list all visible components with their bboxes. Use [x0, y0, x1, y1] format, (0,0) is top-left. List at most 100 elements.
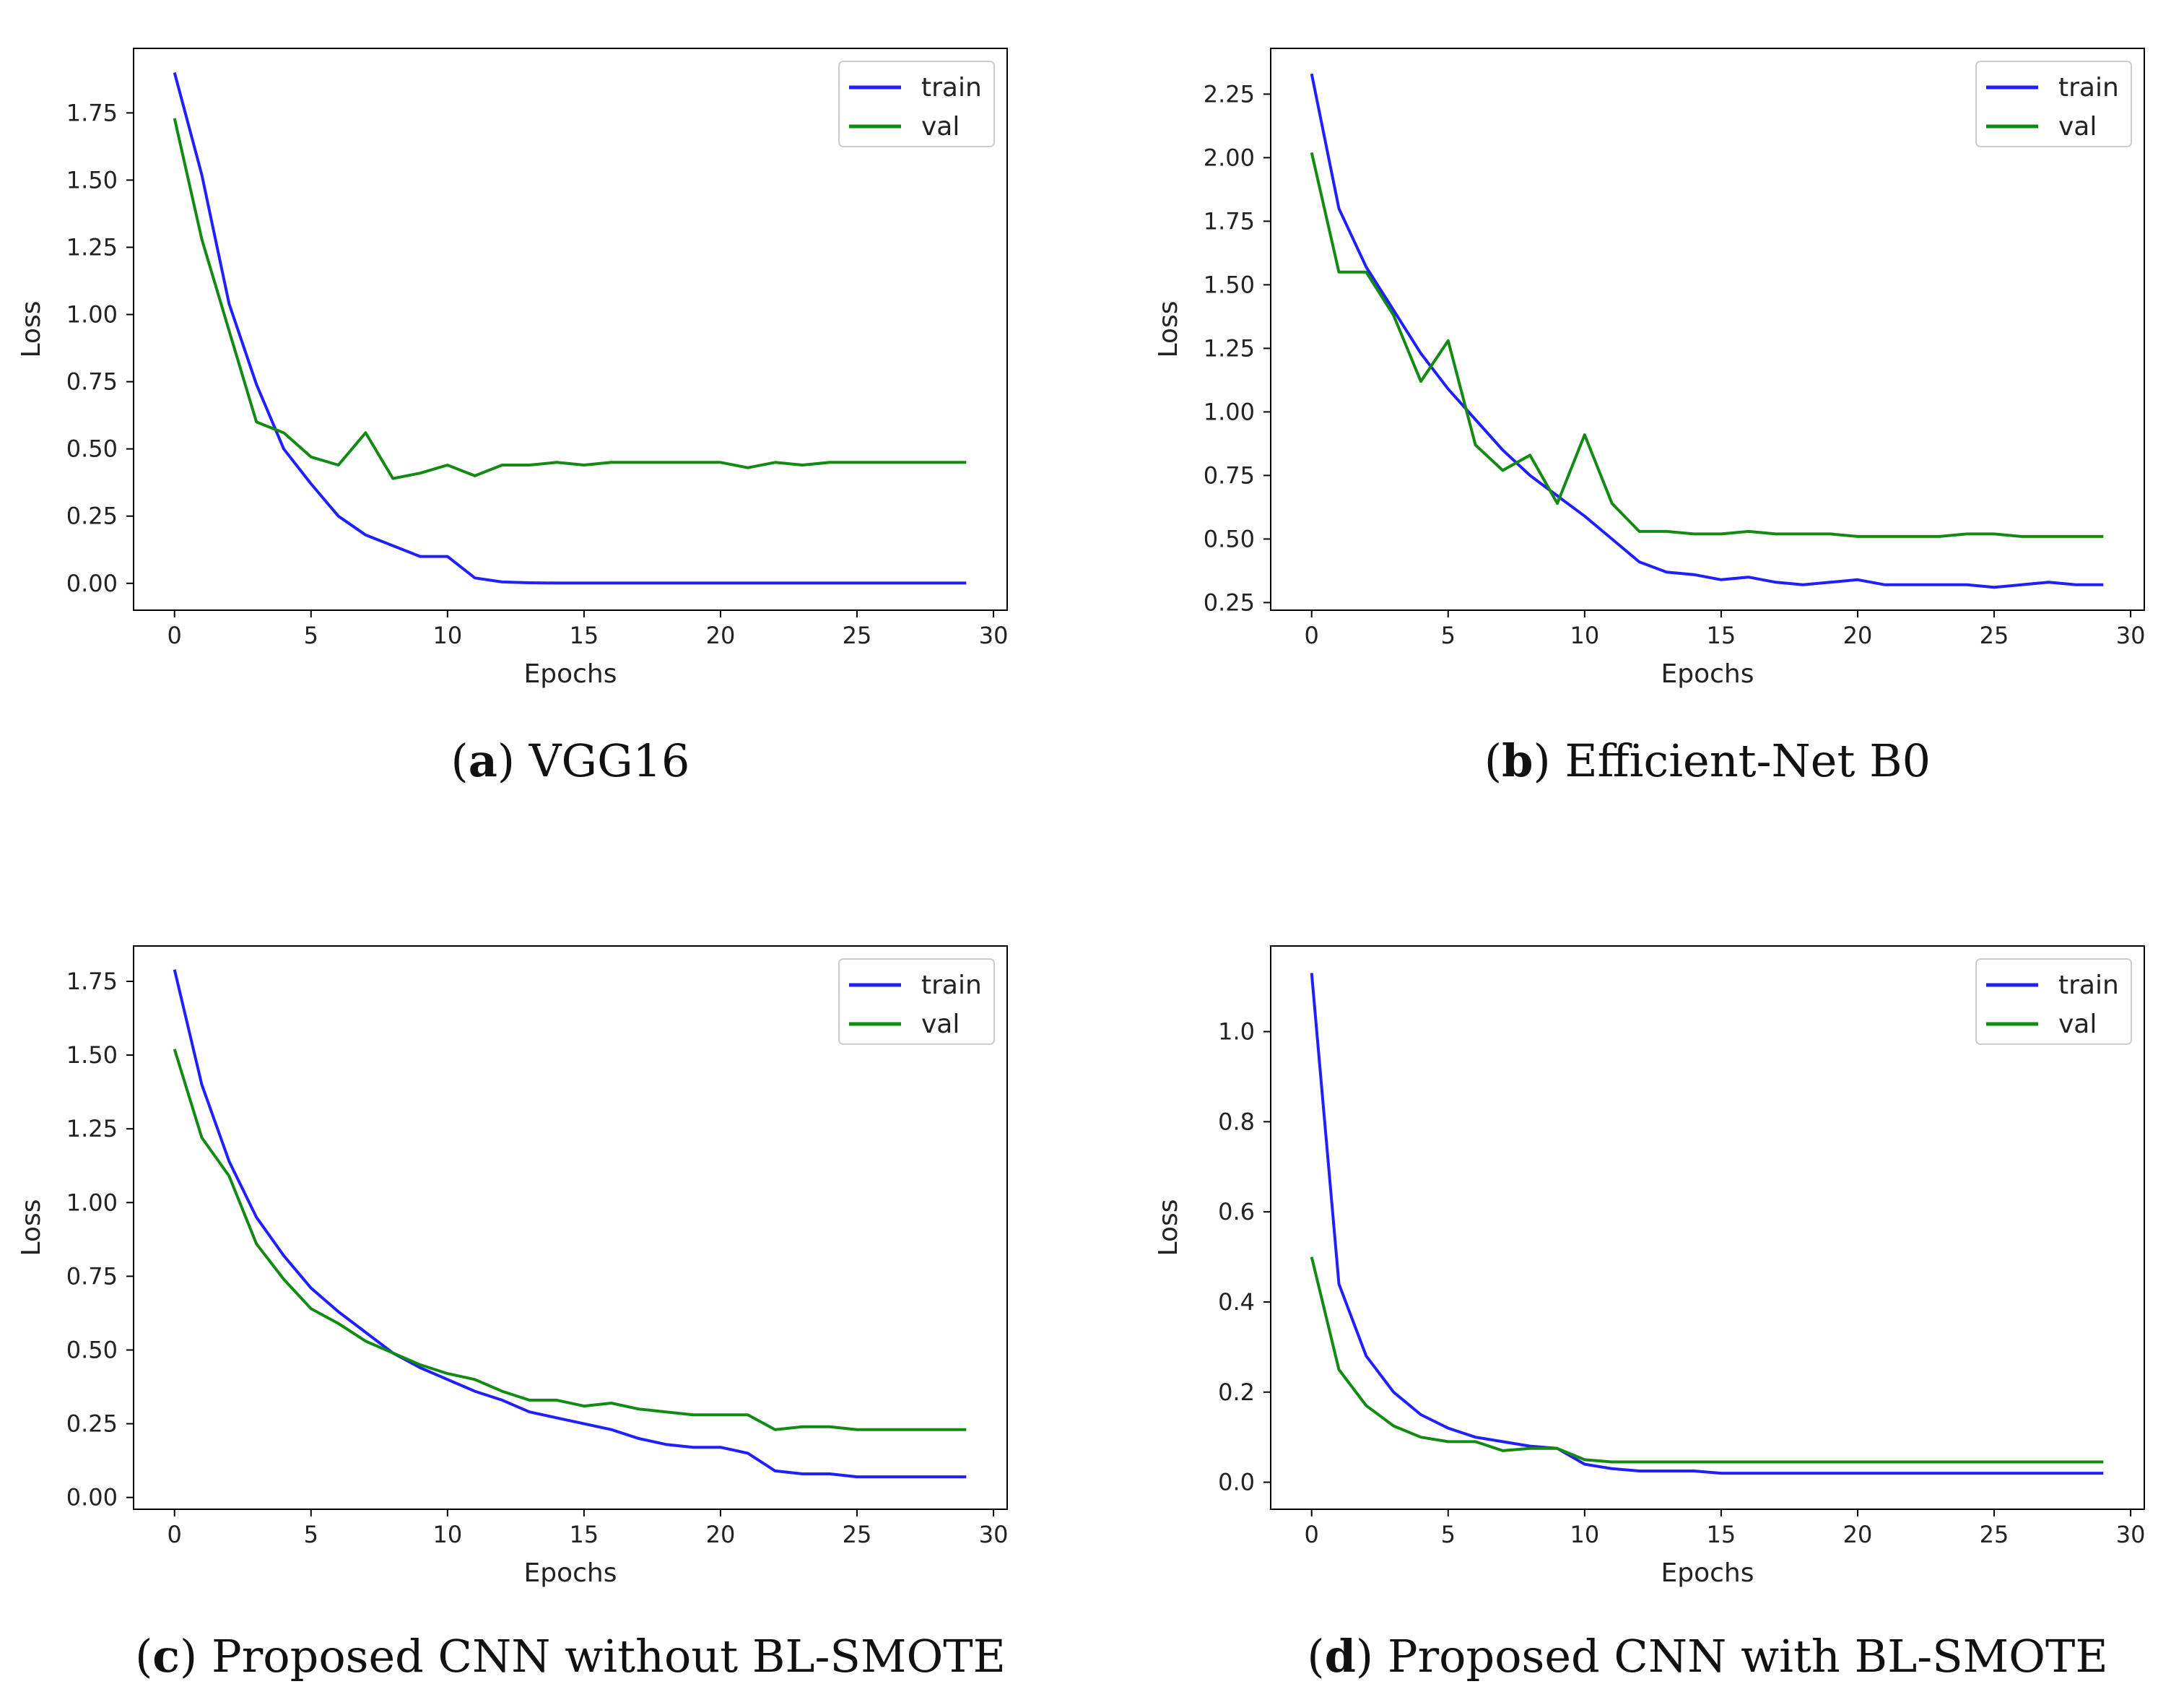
y-tick-label: 0.6 — [1218, 1198, 1255, 1225]
y-tick-label: 0.75 — [66, 368, 118, 396]
legend-label-train: train — [2058, 971, 2119, 1000]
series-line-train — [1310, 73, 2104, 589]
caption-text: Proposed CNN with BL-SMOTE — [1388, 1630, 2108, 1683]
x-tick-label: 0 — [1305, 622, 1319, 649]
y-axis-label: Loss — [1154, 1199, 1183, 1257]
chart-panel-d: 0 5 10 15 20 25 30 0.0 0.2 0.4 0.6 0.8 1.0 Epochs Loss… — [1154, 945, 2146, 1683]
legend-label-train: train — [2058, 73, 2119, 103]
x-tick-label: 10 — [432, 622, 462, 649]
legend: train val — [1975, 61, 2132, 147]
legend-label-val: val — [921, 112, 960, 142]
caption-text: VGG16 — [528, 734, 690, 787]
y-tick-label: 0.25 — [66, 503, 118, 530]
legend-label-val: val — [921, 1010, 960, 1039]
subfigure-caption: (b) Efficient-Net B0 — [1484, 734, 1931, 787]
subfigure-caption: (c) Proposed CNN without BL-SMOTE — [135, 1630, 1006, 1683]
x-tick-label: 0 — [168, 622, 182, 649]
plot-frame — [133, 945, 1008, 1510]
x-tick-label: 20 — [706, 622, 736, 649]
x-tick-label: 15 — [1707, 622, 1736, 649]
x-axis-label: Epochs — [524, 1558, 617, 1588]
caption-letter: d — [1325, 1630, 1356, 1683]
legend-label-val: val — [2058, 112, 2097, 142]
y-tick-label: 0.50 — [66, 1336, 118, 1363]
x-tick-label: 20 — [706, 1521, 736, 1548]
x-tick-label: 15 — [570, 622, 599, 649]
y-tick-label: 0.2 — [1218, 1379, 1255, 1406]
x-tick-label: 10 — [1570, 622, 1599, 649]
x-tick-label: 25 — [1980, 1521, 2009, 1548]
legend: train val — [838, 958, 995, 1045]
y-tick-label: 1.50 — [66, 1041, 118, 1069]
x-tick-label: 30 — [979, 622, 1009, 649]
y-tick-label: 0.00 — [66, 570, 118, 597]
y-tick-label: 0.25 — [66, 1410, 118, 1438]
x-tick-label: 30 — [979, 1521, 1009, 1548]
legend: train val — [1975, 958, 2132, 1045]
plot-frame — [1270, 48, 2145, 611]
x-tick-label: 20 — [1843, 622, 1873, 649]
x-tick-label: 15 — [1707, 1521, 1736, 1548]
y-tick-label: 1.25 — [1204, 334, 1255, 362]
y-tick-label: 0.8 — [1218, 1108, 1255, 1135]
y-tick-label: 1.25 — [66, 1115, 118, 1142]
legend-label-train: train — [921, 73, 982, 103]
series-line-val — [1310, 1257, 2104, 1464]
series-line-train — [173, 969, 967, 1479]
y-tick-label: 1.75 — [66, 968, 118, 995]
y-tick-label: 0.0 — [1218, 1469, 1255, 1496]
x-tick-label: 30 — [2116, 622, 2146, 649]
x-tick-label: 0 — [168, 1521, 182, 1548]
caption-letter: b — [1502, 734, 1533, 787]
x-tick-label: 25 — [843, 622, 872, 649]
caption-letter: c — [152, 1630, 180, 1683]
y-tick-label: 1.75 — [66, 99, 118, 126]
caption-letter: a — [469, 734, 497, 787]
y-tick-label: 2.25 — [1204, 80, 1255, 108]
x-tick-label: 25 — [843, 1521, 872, 1548]
x-tick-label: 0 — [1305, 1521, 1319, 1548]
y-axis-label: Loss — [1154, 301, 1183, 358]
x-tick-label: 10 — [1570, 1521, 1599, 1548]
y-axis-label: Loss — [17, 1199, 46, 1257]
series-line-val — [1310, 152, 2104, 538]
x-tick-label: 5 — [1441, 622, 1456, 649]
y-axis-label: Loss — [17, 301, 46, 358]
y-tick-label: 0.75 — [66, 1262, 118, 1290]
y-tick-label: 1.00 — [1204, 398, 1255, 425]
x-tick-label: 10 — [432, 1521, 462, 1548]
y-tick-label: 1.00 — [66, 1189, 118, 1216]
chart-panel-c: 0 5 10 15 20 25 30 0.00 0.25 0.50 0.75 1.00 1.25 1.50… — [17, 945, 1009, 1683]
series-line-val — [173, 1049, 967, 1431]
x-axis-label: Epochs — [1661, 1558, 1754, 1588]
plot-frame — [133, 48, 1008, 611]
y-tick-label: 1.00 — [66, 301, 118, 329]
y-tick-label: 0.4 — [1218, 1288, 1255, 1316]
y-tick-label: 0.50 — [66, 435, 118, 463]
y-tick-label: 0.75 — [1204, 461, 1255, 489]
y-tick-label: 0.00 — [66, 1484, 118, 1511]
y-tick-label: 1.75 — [1204, 207, 1255, 235]
x-tick-label: 30 — [2116, 1521, 2146, 1548]
y-tick-label: 0.25 — [1204, 589, 1255, 616]
series-line-train — [1310, 973, 2104, 1475]
caption-text: Proposed CNN without BL-SMOTE — [212, 1630, 1006, 1683]
legend: train val — [838, 61, 995, 147]
y-tick-label: 0.50 — [1204, 525, 1255, 552]
chart-panel-b: 0 5 10 15 20 25 30 0.25 0.50 0.75 1.00 1.25 1.50 1.75… — [1154, 48, 2145, 787]
subfigure-caption: (a) VGG16 — [451, 734, 689, 787]
x-tick-label: 5 — [1441, 1521, 1456, 1548]
x-axis-label: Epochs — [1661, 659, 1754, 689]
y-tick-label: 1.50 — [66, 166, 118, 194]
x-tick-label: 5 — [304, 1521, 318, 1548]
legend-label-train: train — [921, 971, 982, 1000]
x-tick-label: 25 — [1980, 622, 2009, 649]
y-tick-label: 2.00 — [1204, 144, 1255, 171]
legend-label-val: val — [2058, 1010, 2097, 1039]
caption-text: Efficient-Net B0 — [1565, 734, 1931, 787]
x-tick-label: 5 — [304, 622, 318, 649]
x-axis-label: Epochs — [524, 659, 617, 689]
series-line-val — [173, 118, 967, 480]
